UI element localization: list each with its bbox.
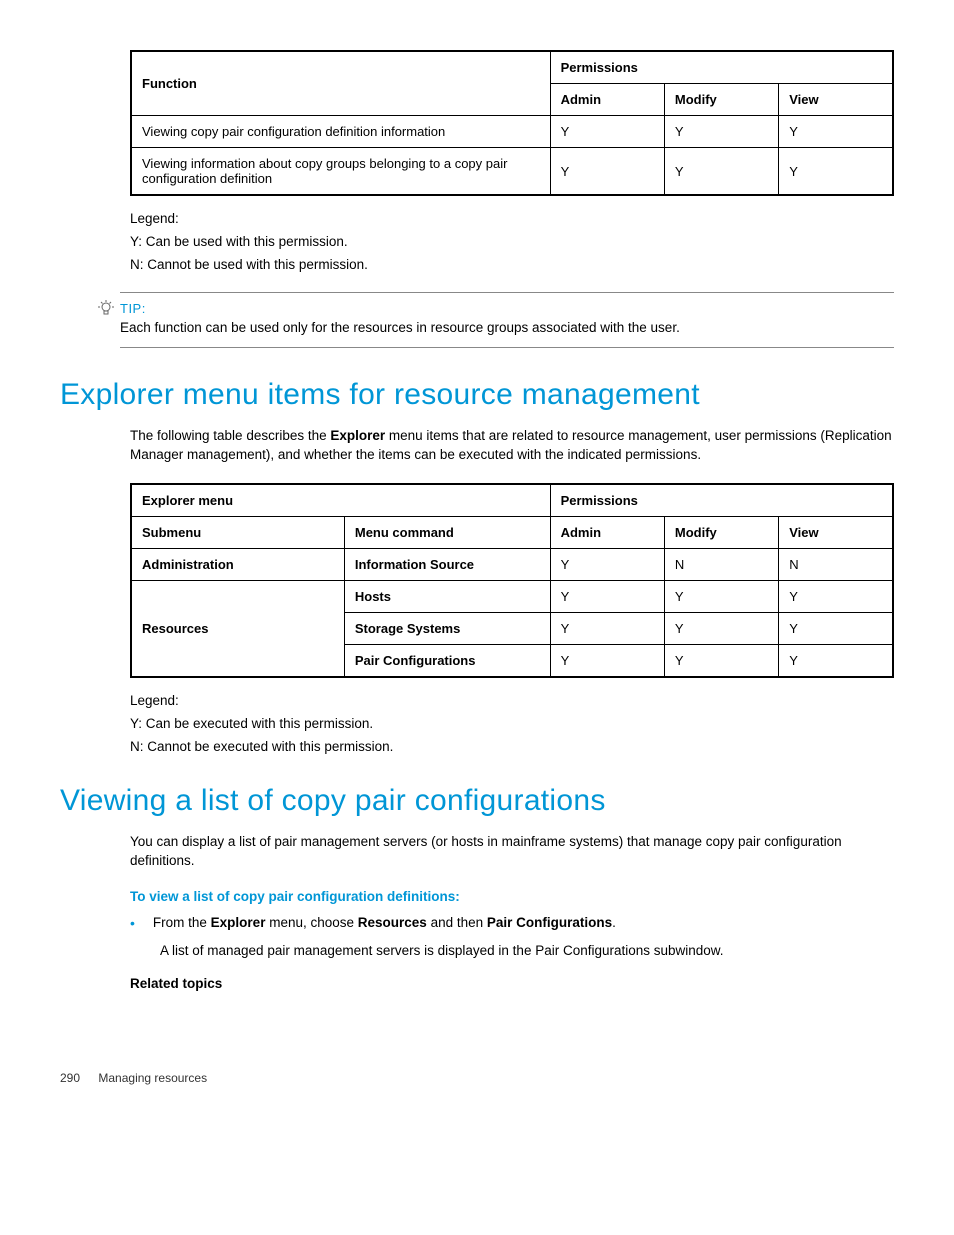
cell-admin: Y — [550, 148, 664, 196]
bullet-item: • From the Explorer menu, choose Resourc… — [130, 914, 894, 934]
cell-modify: Y — [664, 644, 778, 677]
legend-line: N: Cannot be used with this permission. — [130, 257, 894, 272]
tip-label: TIP: — [120, 301, 894, 316]
cell-admin: Y — [550, 612, 664, 644]
legend-title: Legend: — [130, 693, 894, 708]
tip-text: Each function can be used only for the r… — [120, 320, 894, 335]
divider — [120, 347, 894, 348]
cell-view: N — [779, 548, 893, 580]
related-topics-heading: Related topics — [130, 976, 894, 991]
th-explorer-menu: Explorer menu — [131, 484, 550, 517]
section-heading-explorer: Explorer menu items for resource managem… — [60, 378, 894, 412]
divider — [120, 292, 894, 293]
cell-view: Y — [779, 148, 893, 196]
th-permissions: Permissions — [550, 484, 893, 517]
tip-block: TIP: Each function can be used only for … — [120, 292, 894, 348]
explorer-menu-table: Explorer menu Permissions Submenu Menu c… — [130, 483, 894, 678]
th-view: View — [779, 516, 893, 548]
cell-menu-command: Storage Systems — [344, 612, 550, 644]
cell-modify: Y — [664, 148, 778, 196]
legend-line: Y: Can be used with this permission. — [130, 234, 894, 249]
cell-admin: Y — [550, 548, 664, 580]
cell-menu-command: Information Source — [344, 548, 550, 580]
th-menu-command: Menu command — [344, 516, 550, 548]
table-row: Viewing information about copy groups be… — [131, 148, 893, 196]
legend-block: Legend: Y: Can be used with this permiss… — [130, 211, 894, 272]
table-row: Administration Information Source Y N N — [131, 548, 893, 580]
legend-title: Legend: — [130, 211, 894, 226]
follow-text: A list of managed pair management server… — [160, 943, 894, 958]
section-heading-viewing: Viewing a list of copy pair configuratio… — [60, 784, 894, 818]
bullet-marker: • — [130, 914, 135, 934]
lightbulb-icon — [98, 300, 114, 316]
legend-line: N: Cannot be executed with this permissi… — [130, 739, 894, 754]
th-admin: Admin — [550, 84, 664, 116]
th-submenu: Submenu — [131, 516, 344, 548]
legend-line: Y: Can be executed with this permission. — [130, 716, 894, 731]
cell-menu-command: Hosts — [344, 580, 550, 612]
cell-view: Y — [779, 116, 893, 148]
cell-menu-command: Pair Configurations — [344, 644, 550, 677]
table-row: Resources Hosts Y Y Y — [131, 580, 893, 612]
cell-function: Viewing copy pair configuration definiti… — [131, 116, 550, 148]
cell-submenu: Administration — [131, 548, 344, 580]
table-row: Viewing copy pair configuration definiti… — [131, 116, 893, 148]
page-footer: 290 Managing resources — [60, 1071, 894, 1085]
footer-title: Managing resources — [98, 1071, 207, 1085]
th-admin: Admin — [550, 516, 664, 548]
bullet-text: From the Explorer menu, choose Resources… — [153, 914, 616, 934]
th-function: Function — [131, 51, 550, 116]
cell-view: Y — [779, 580, 893, 612]
th-view: View — [779, 84, 893, 116]
cell-admin: Y — [550, 116, 664, 148]
cell-view: Y — [779, 644, 893, 677]
th-modify: Modify — [664, 516, 778, 548]
cell-submenu: Resources — [131, 580, 344, 677]
cell-modify: Y — [664, 612, 778, 644]
procedure-subhead: To view a list of copy pair configuratio… — [130, 889, 894, 904]
th-permissions: Permissions — [550, 51, 893, 84]
th-modify: Modify — [664, 84, 778, 116]
cell-modify: N — [664, 548, 778, 580]
cell-modify: Y — [664, 580, 778, 612]
cell-modify: Y — [664, 116, 778, 148]
section-intro: The following table describes the Explor… — [130, 427, 894, 465]
cell-admin: Y — [550, 644, 664, 677]
cell-function: Viewing information about copy groups be… — [131, 148, 550, 196]
cell-admin: Y — [550, 580, 664, 612]
function-permissions-table: Function Permissions Admin Modify View V… — [130, 50, 894, 196]
page-number: 290 — [60, 1071, 80, 1085]
section-intro: You can display a list of pair managemen… — [130, 833, 894, 871]
cell-view: Y — [779, 612, 893, 644]
legend-block: Legend: Y: Can be executed with this per… — [130, 693, 894, 754]
